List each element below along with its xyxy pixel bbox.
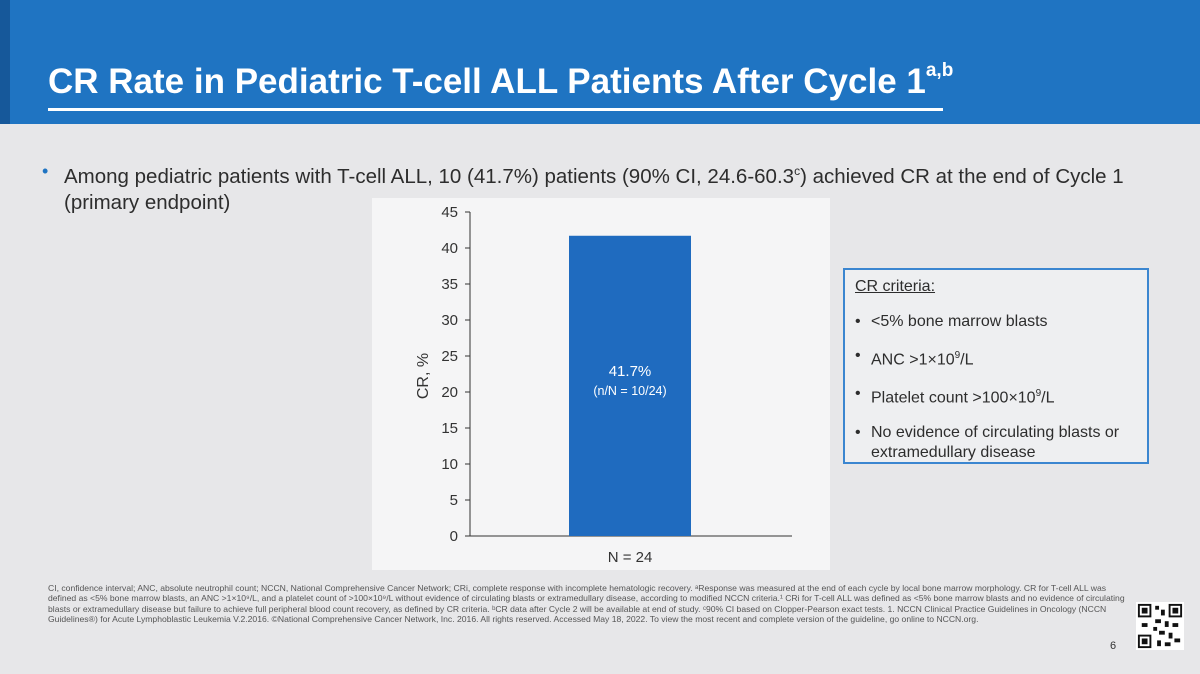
criteria-box: CR criteria: • <5% bone marrow blasts • AN… — [843, 268, 1149, 464]
y-tick-label: 30 — [441, 312, 458, 329]
bullet-dot: • — [42, 161, 49, 181]
criteria-item: • <5% bone marrow blasts — [845, 312, 1145, 332]
y-tick-label: 40 — [441, 240, 458, 257]
criteria-item-sup: 9 — [1035, 388, 1042, 400]
criteria-item-text: ANC >1×10 — [871, 351, 955, 369]
page-number: 6 — [1110, 640, 1117, 652]
criteria-bullet: • — [855, 385, 861, 403]
criteria-item-sup: 9 — [954, 350, 961, 361]
y-tick-label: 45 — [441, 204, 458, 221]
bar-value-label: 41.7% — [609, 363, 652, 380]
criteria-item: • No evidence of circulating blasts or ex… — [845, 423, 1145, 463]
bullet-text-sup: c — [794, 164, 801, 178]
slide-title-superscript: a,b — [925, 60, 954, 82]
criteria-item: • Platelet count >100×109/L — [845, 384, 1145, 408]
criteria-bullet: • — [855, 313, 861, 330]
criteria-heading: CR criteria: — [855, 278, 936, 295]
y-tick-label: 25 — [441, 348, 458, 365]
y-tick-label: 35 — [441, 276, 458, 293]
title-band — [0, 0, 1200, 124]
x-category-label: N = 24 — [608, 549, 653, 566]
bullet-text-post: ) achieved CR at the end of Cycle 1 (pri… — [64, 164, 1124, 214]
bar — [569, 235, 691, 536]
bullet-text: Among pediatric patients with T-cell ALL… — [64, 158, 1144, 216]
y-tick-label: 20 — [441, 384, 458, 401]
footnote: CI, confidence interval; ANC, absolute n… — [48, 583, 1125, 625]
y-axis-label: CR, % — [415, 353, 432, 399]
criteria-bullet: • — [855, 347, 861, 364]
criteria-item-unit: /L — [1041, 389, 1055, 407]
y-tick-label: 15 — [441, 420, 458, 437]
title-band-edge — [0, 0, 10, 124]
chart-panel: 0 5 10 15 20 25 30 35 40 45 CR, % 41.7% (n/N = 10/24… — [372, 198, 830, 570]
y-tick-label: 10 — [441, 456, 458, 473]
slide-title-text: CR Rate in Pediatric T-cell ALL Patients… — [48, 62, 926, 101]
qr-code[interactable] — [1136, 602, 1184, 650]
title-underline — [48, 108, 943, 111]
y-tick-label: 5 — [450, 492, 458, 509]
criteria-item: • ANC >1×109/L — [845, 346, 1145, 370]
criteria-bullet: • — [855, 423, 861, 441]
criteria-item-text: No evidence of circulating blasts or ext… — [871, 423, 1120, 461]
criteria-item-text: Platelet count >100×10 — [871, 389, 1036, 407]
bar-value-sublabel: (n/N = 10/24) — [593, 384, 666, 398]
criteria-list: • <5% bone marrow blasts • ANC >1×109/L • P… — [845, 312, 1145, 477]
bar-chart: 0 5 10 15 20 25 30 35 40 45 CR, % 41.7% (n/N = 10/24… — [415, 204, 792, 566]
bullet-text-pre: Among pediatric patients with T-cell ALL… — [64, 164, 795, 188]
y-tick-label: 0 — [450, 528, 458, 545]
criteria-item-text: <5% bone marrow blasts — [871, 313, 1048, 330]
slide-title: CR Rate in Pediatric T-cell ALL Patients… — [48, 60, 954, 102]
criteria-item-unit: /L — [960, 351, 974, 369]
